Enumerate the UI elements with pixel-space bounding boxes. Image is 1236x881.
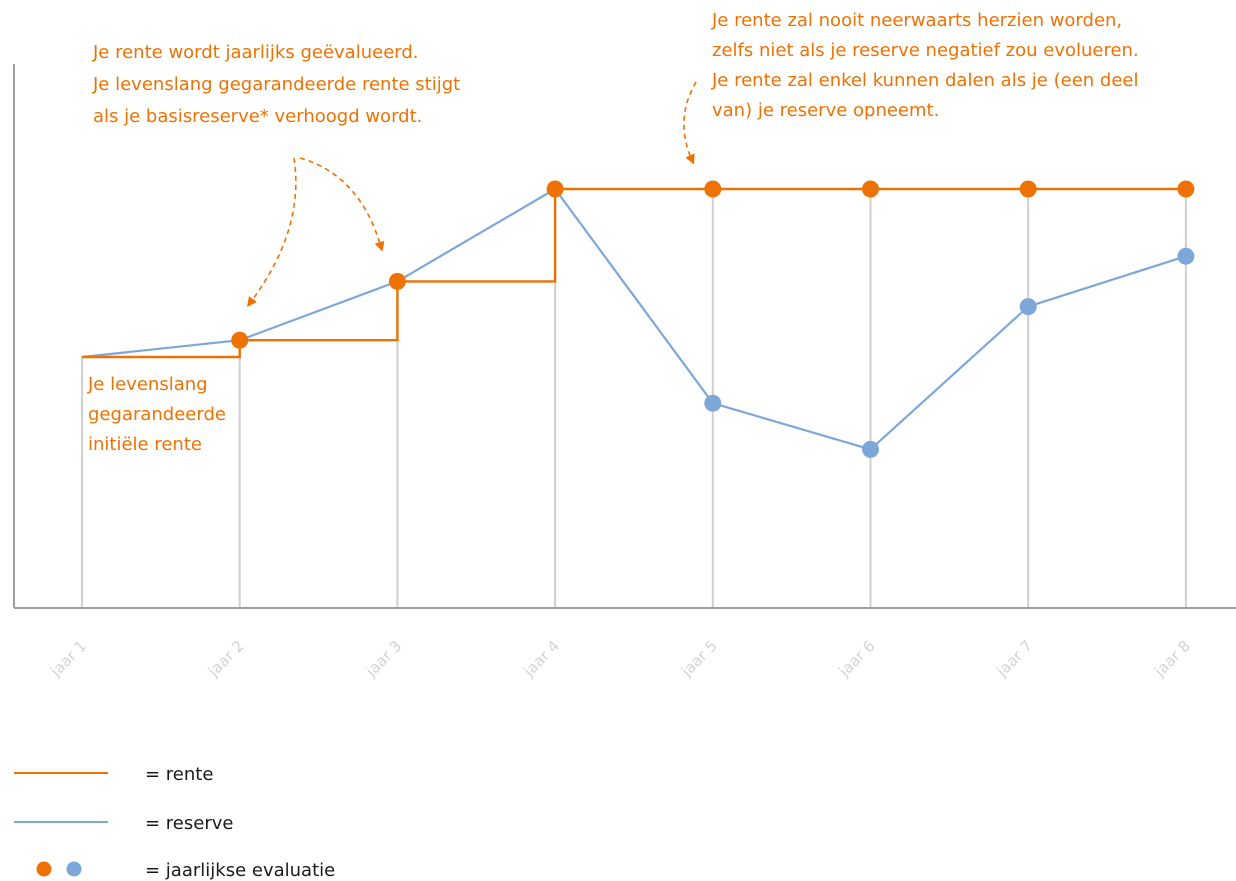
series-line-reserve	[81, 187, 1187, 451]
legend-rente-label: = rente	[145, 764, 213, 785]
marker-rente	[1177, 180, 1195, 198]
marker-rente	[546, 180, 564, 198]
annotation-top-right-line: Je rente zal nooit neerwaarts herzien wo…	[711, 10, 1122, 31]
x-tick-label: jaar 6	[835, 637, 879, 681]
legend: = rente = reserve = jaarlijkse evaluatie	[14, 764, 335, 881]
legend-reserve-label: = reserve	[145, 813, 233, 834]
annotation-initial-line: Je levenslang	[87, 374, 208, 395]
legend-reserve-dot-icon	[66, 861, 82, 877]
marker-reserve	[862, 440, 879, 458]
annotation-initial-rente: Je levenslang gegarandeerde initiële ren…	[87, 374, 232, 455]
marker-rente	[388, 272, 406, 290]
x-tick-label: jaar 3	[362, 637, 406, 681]
x-tick-label: jaar 5	[677, 637, 721, 681]
series-line-rente	[82, 187, 1186, 359]
marker-rente	[704, 180, 722, 198]
marker-rente	[862, 180, 879, 198]
marker-reserve	[1177, 247, 1195, 265]
series-markers	[231, 180, 1195, 458]
arrow-to-jaar3	[299, 157, 385, 252]
arrow-to-jaar2	[246, 157, 297, 307]
x-tick-labels: jaar 1 jaar 2 jaar 3 jaar 4 jaar 5 jaar 6 jaar…	[46, 637, 1194, 681]
annotation-top-right: Je rente zal nooit neerwaarts herzien wo…	[711, 10, 1144, 121]
annotation-top-left-line: als je basisreserve* verhoogd wordt.	[93, 106, 422, 127]
annotation-top-right-line: van) je reserve opneemt.	[712, 100, 939, 121]
arrow-to-jaar5	[683, 81, 697, 165]
x-tick-label: jaar 7	[992, 637, 1036, 681]
annotation-top-left-line: Je levenslang gegarandeerde rente stijgt	[92, 74, 460, 95]
annotation-top-right-line: Je rente zal enkel kunnen dalen als je (…	[711, 70, 1138, 91]
legend-evaluatie-label: = jaarlijkse evaluatie	[145, 860, 335, 881]
gridlines	[81, 189, 1187, 608]
series-lines	[81, 187, 1187, 451]
annotation-top-right-line: zelfs niet als je reserve negatief zou e…	[712, 40, 1139, 61]
marker-rente	[231, 331, 249, 349]
annotation-initial-line: initiële rente	[88, 434, 202, 455]
annotation-texts: Je rente wordt jaarlijks geëvalueerd. Je…	[87, 10, 1144, 455]
annotation-initial-line: gegarandeerde	[88, 404, 226, 425]
axes	[13, 64, 1236, 609]
x-tick-label: jaar 1	[46, 637, 90, 681]
x-tick-label: jaar 8	[1150, 637, 1194, 681]
legend-rente-dot-icon	[36, 861, 52, 877]
marker-rente	[1019, 180, 1037, 198]
annotation-top-left-line: Je rente wordt jaarlijks geëvalueerd.	[92, 42, 419, 63]
annotation-top-left: Je rente wordt jaarlijks geëvalueerd. Je…	[92, 42, 466, 127]
x-tick-label: jaar 2	[204, 637, 248, 681]
marker-reserve	[704, 394, 722, 412]
marker-reserve	[1019, 298, 1037, 316]
annotation-arrows	[246, 81, 697, 307]
x-tick-label: jaar 4	[519, 637, 563, 681]
